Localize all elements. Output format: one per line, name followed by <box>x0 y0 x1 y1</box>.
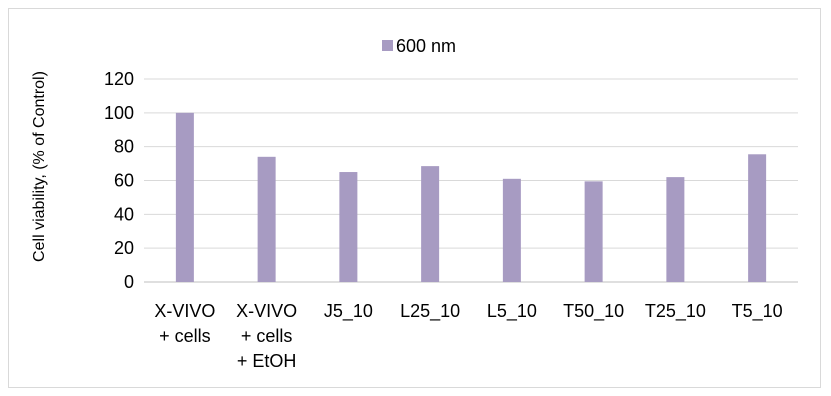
y-tick-label: 40 <box>114 204 134 224</box>
legend-label: 600 nm <box>396 36 456 56</box>
bar <box>421 166 440 282</box>
bar <box>748 154 767 282</box>
chart-frame <box>8 8 821 388</box>
bar <box>175 112 194 282</box>
x-category-label: L5_10 <box>487 301 537 322</box>
y-tick-label: 20 <box>114 238 134 258</box>
y-tick-label: 120 <box>104 69 134 89</box>
y-axis-title: Cell viability, (% of Control) <box>31 71 48 262</box>
legend: 600 nm <box>382 36 456 56</box>
bar <box>339 172 358 282</box>
y-tick-label: 60 <box>114 171 134 191</box>
category-labels: X-VIVO + cells X-VIVO + cells + EtOH J5_10 L25… <box>154 301 782 371</box>
x-category-label: L25_10 <box>400 301 460 322</box>
gridlines <box>144 78 798 283</box>
y-tick-label: 80 <box>114 137 134 157</box>
y-tick-label: 100 <box>104 103 134 123</box>
y-tick-label: 0 <box>124 272 134 292</box>
x-category-label: T50_10 <box>563 301 624 322</box>
x-category-label: J5_10 <box>324 301 373 322</box>
x-category-label: X-VIVO + cells + EtOH <box>236 301 297 371</box>
bar <box>502 178 521 282</box>
x-category-label: T5_10 <box>732 301 783 322</box>
legend-swatch <box>382 40 393 51</box>
bar <box>584 181 603 282</box>
x-category-label: T25_10 <box>645 301 706 322</box>
bar <box>257 156 276 282</box>
bars <box>175 112 767 282</box>
x-category-label: X-VIVO + cells <box>154 301 215 346</box>
y-tick-labels: 0 20 40 60 80 100 120 <box>104 69 134 292</box>
bar <box>666 177 685 282</box>
